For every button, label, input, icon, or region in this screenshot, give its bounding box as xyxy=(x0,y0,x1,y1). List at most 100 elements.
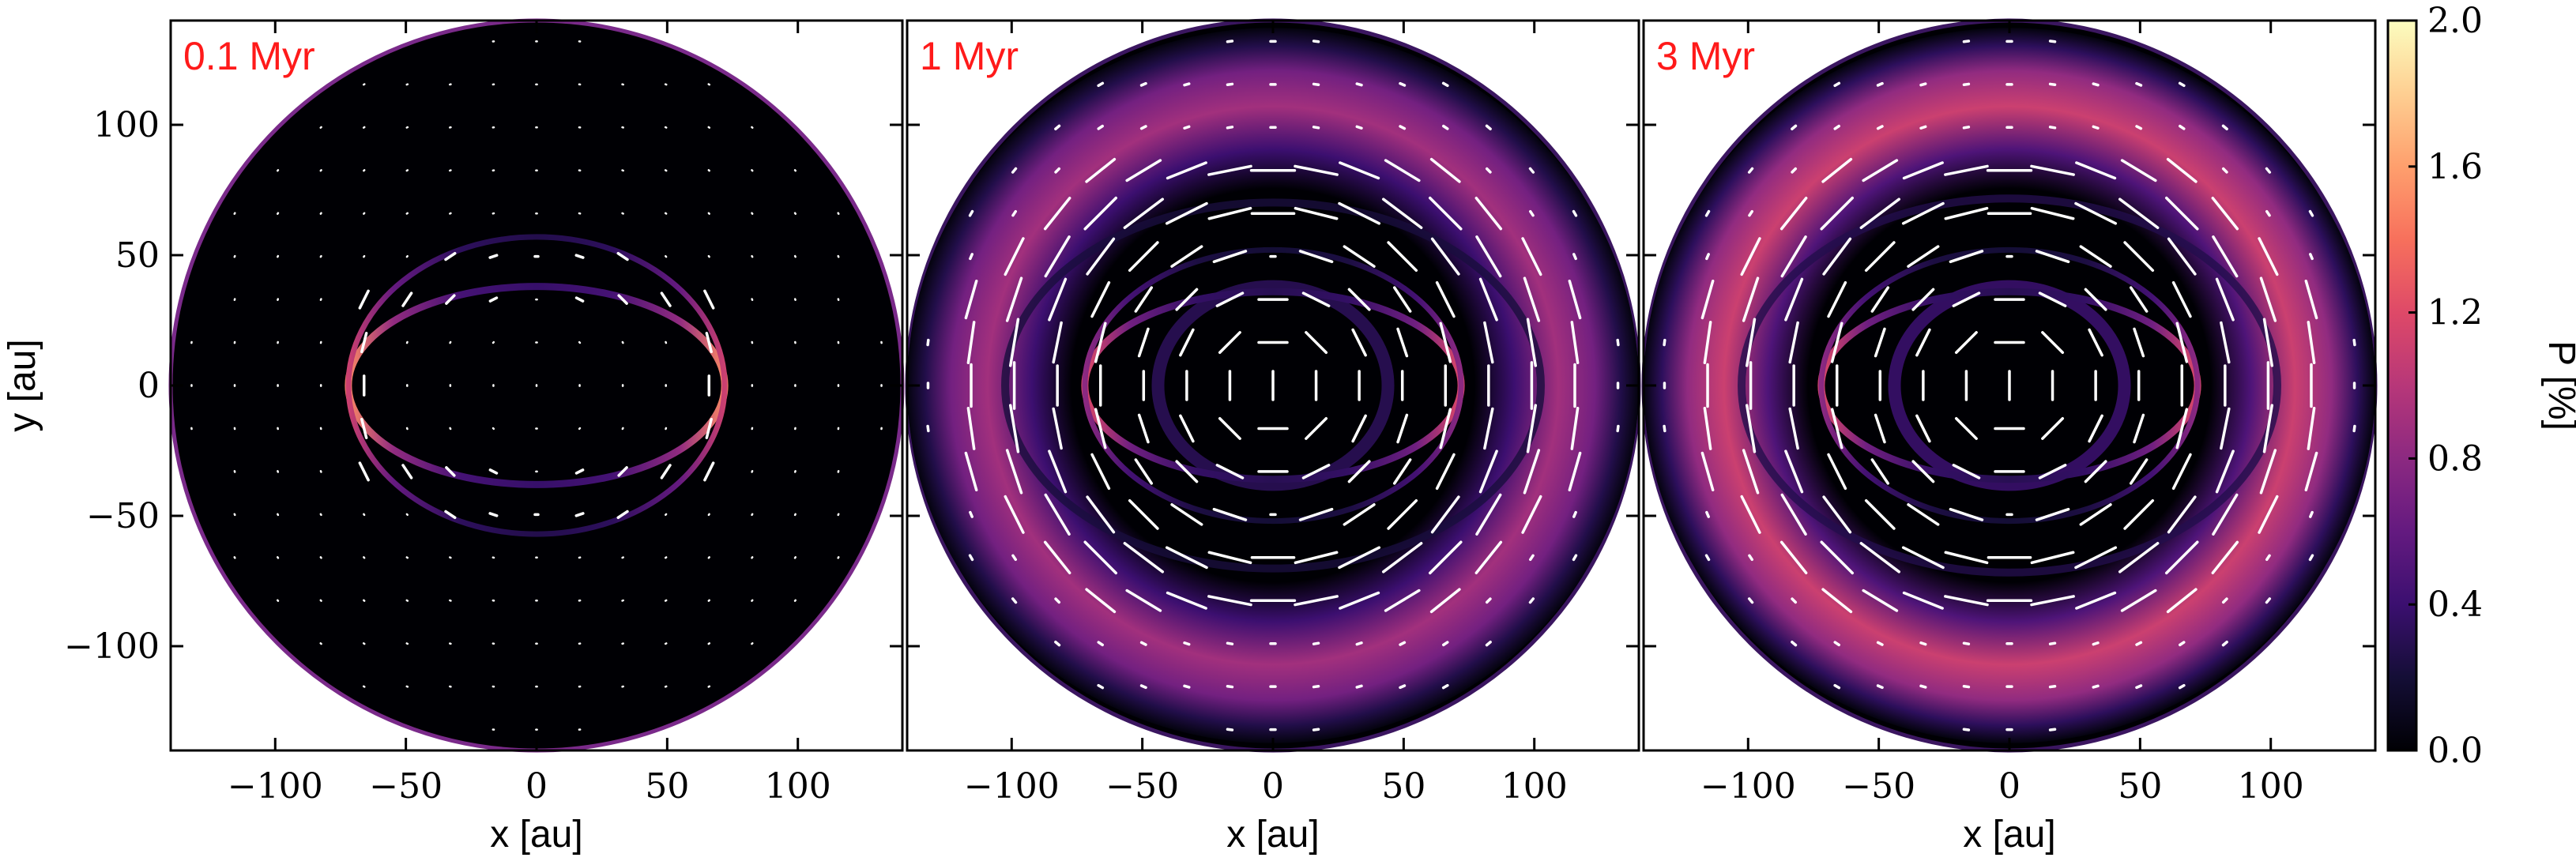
polarization-vector xyxy=(1170,503,1203,526)
polarization-vector xyxy=(2211,540,2239,574)
polarization-vector xyxy=(488,254,499,259)
polarization-vector xyxy=(319,212,322,215)
polarization-vector xyxy=(2221,167,2228,174)
x-tick-label: 100 xyxy=(1501,766,1568,807)
polarization-vector xyxy=(966,407,976,450)
polarization-vector xyxy=(2092,684,2100,689)
polarization-vector xyxy=(1384,159,1421,182)
polarization-vector xyxy=(1128,498,1159,530)
polarization-vector xyxy=(1347,288,1371,311)
polarization-vector xyxy=(362,642,366,645)
polarization-vector xyxy=(1780,235,1807,278)
polarization-vector xyxy=(1175,460,1199,483)
polarization-vector xyxy=(1949,507,1984,521)
polarization-vector xyxy=(1788,407,1799,450)
polarization-vector xyxy=(1090,280,1111,318)
polarization-vector xyxy=(1911,288,1935,311)
polarization-vector xyxy=(1008,318,1020,367)
polarization-vector xyxy=(488,296,499,303)
polarization-vector xyxy=(2211,197,2239,231)
polarization-vector xyxy=(1962,684,1971,689)
polarization-vector xyxy=(2308,209,2314,217)
polarization-vector xyxy=(1226,684,1234,689)
y-tick-label: 0 xyxy=(137,366,160,406)
polarization-vector xyxy=(707,254,710,258)
polarization-vector xyxy=(1742,449,1760,495)
polarization-vector xyxy=(2166,157,2198,183)
polarization-vector xyxy=(1859,542,1901,574)
polarization-vector xyxy=(1705,510,1710,518)
polarization-vector xyxy=(1011,597,1018,604)
polarization-vector xyxy=(751,556,754,559)
polarization-vector xyxy=(793,513,797,517)
panel-time-label: 3 Myr xyxy=(1656,34,1755,78)
polarization-vector xyxy=(1859,197,1901,229)
polarization-vector xyxy=(1742,276,1760,322)
polarization-vector xyxy=(1830,322,1843,363)
polarization-vector xyxy=(1874,413,1886,444)
y-tick-label: −100 xyxy=(64,626,160,667)
polarization-vector xyxy=(1747,597,1754,604)
x-tick-label: 50 xyxy=(1381,766,1425,807)
polarization-vector xyxy=(1226,126,1234,130)
polarization-vector xyxy=(793,556,797,559)
polarization-vector xyxy=(1821,157,1853,183)
polarization-vector xyxy=(1435,453,1456,491)
polarization-vector xyxy=(1919,641,1927,646)
polarization-vector xyxy=(1521,495,1542,534)
colorbar-tick-label: 0.8 xyxy=(2427,438,2483,479)
colorbar-tick-label: 1.6 xyxy=(2427,147,2483,187)
polarization-vector xyxy=(617,294,628,305)
polarization-vector xyxy=(1128,241,1159,273)
polarization-vector xyxy=(1215,464,1245,480)
polarization-vector xyxy=(665,254,668,258)
polarization-vector xyxy=(1441,81,1449,88)
polarization-vector xyxy=(1212,250,1248,264)
polarization-vector xyxy=(1094,322,1107,363)
polarization-vector xyxy=(1218,331,1241,355)
polarization-vector xyxy=(363,599,366,602)
polarization-vector xyxy=(1301,464,1331,480)
polarization-vector xyxy=(1139,684,1147,690)
polarization-vector xyxy=(2088,414,2103,443)
polarization-vector xyxy=(578,427,582,431)
polarization-vector xyxy=(2307,321,2316,364)
polarization-vector xyxy=(2084,288,2107,311)
polarization-vector xyxy=(1183,82,1191,87)
polarization-vector xyxy=(1011,167,1018,174)
polarization-vector xyxy=(1870,458,1890,485)
polarization-vector xyxy=(1294,595,1339,607)
polarization-vector xyxy=(1779,197,1808,231)
polarization-vector xyxy=(2167,495,2197,534)
polarization-vectors xyxy=(190,40,883,731)
polarization-vector xyxy=(1919,82,1927,87)
polarization-vector xyxy=(1166,591,1207,610)
polarization-vector xyxy=(1485,641,1492,647)
y-tick-label: 100 xyxy=(93,105,160,145)
polarization-vector xyxy=(1298,250,1334,264)
polarization-vector xyxy=(1521,237,1542,276)
polarization-vector xyxy=(664,169,668,172)
polarization-vector xyxy=(2265,554,2271,562)
polarization-vector xyxy=(1175,288,1199,311)
polarization-vector xyxy=(1442,124,1449,130)
polarization-vector xyxy=(1351,414,1367,443)
polarization-vector xyxy=(1791,124,1798,130)
polarization-vector xyxy=(1704,209,1711,217)
polarization-vector xyxy=(1218,416,1241,440)
polarization-vector xyxy=(2265,597,2272,604)
polarization-vector xyxy=(1704,554,1711,562)
colorbar: 0.0 0.4 0.8 1.2 1.6 2.0 xyxy=(2386,1,2483,771)
polarization-vectors xyxy=(926,39,1620,731)
polarization-vector xyxy=(1384,589,1421,612)
polarization-vector xyxy=(1478,277,1498,322)
polarization-vector xyxy=(444,251,457,261)
polarization-vector xyxy=(2092,125,2100,130)
polarization-vector xyxy=(1745,404,1757,453)
polarization-vector xyxy=(1207,206,1252,220)
polarization-vector xyxy=(1833,124,1840,130)
x-axis-label: x [au] xyxy=(490,814,582,856)
polarization-vector xyxy=(2135,641,2143,646)
polarization-vector xyxy=(1952,291,1981,307)
polarization-vector xyxy=(1528,167,1535,174)
